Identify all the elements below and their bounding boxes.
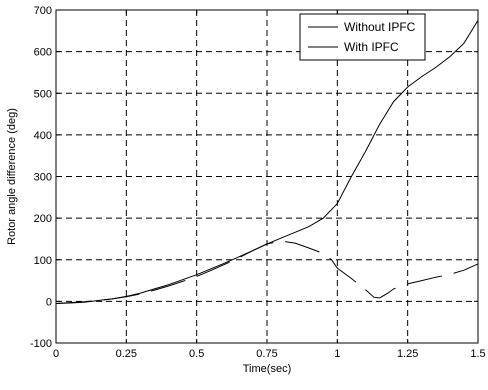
x-tick-label: 0.25 [116, 348, 137, 360]
y-tick-label: 600 [34, 47, 52, 59]
y-tick-label: 100 [34, 255, 52, 267]
ticks: 0 0.25 0.5 0.75 1 1.25 1.5-1000100200300400500… [30, 5, 486, 360]
legend: Without IPFC With IPFC [299, 13, 426, 61]
y-tick-label: 500 [34, 88, 52, 100]
x-tick-label: 0.5 [189, 348, 204, 360]
x-axis-label: Time(sec) [243, 363, 291, 375]
series-line-with-ipfc [55, 240, 479, 304]
series-layer [55, 20, 479, 304]
y-tick-label: -100 [30, 338, 52, 350]
x-tick-label: 1.25 [397, 348, 418, 360]
x-tick-label: 0 [53, 348, 59, 360]
legend-box [299, 13, 426, 61]
x-tick-label: 1.5 [470, 348, 485, 360]
legend-label-without-ipfc: Without IPFC [344, 20, 416, 34]
legend-label-with-ipfc: With IPFC [344, 40, 399, 54]
y-tick-label: 300 [34, 172, 52, 184]
y-tick-label: 0 [46, 296, 52, 308]
y-tick-label: 700 [34, 5, 52, 17]
y-tick-label: 400 [34, 130, 52, 142]
x-tick-label: 0.75 [256, 348, 277, 360]
y-axis-label: Rotor angle difference (deg) [6, 108, 18, 245]
x-tick-label: 1 [334, 348, 340, 360]
y-tick-label: 200 [34, 213, 52, 225]
